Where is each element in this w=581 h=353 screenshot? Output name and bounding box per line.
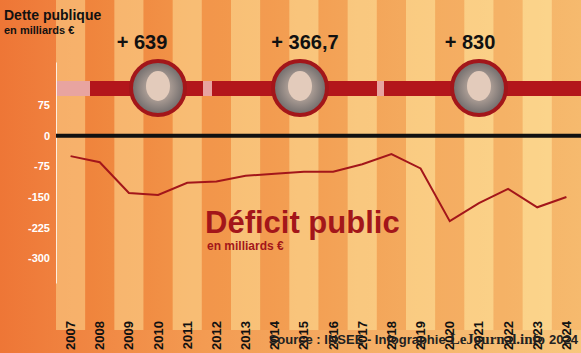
year-stripe bbox=[231, 0, 260, 330]
year-stripe bbox=[494, 0, 523, 330]
zero-line bbox=[56, 134, 581, 138]
debt-increases: + 639 + 366,7 + 830 bbox=[117, 31, 506, 115]
y-tick: -150 bbox=[28, 191, 56, 203]
x-tick-label: 2011 bbox=[180, 321, 195, 349]
y-tick: 75 bbox=[38, 99, 56, 111]
portrait-face bbox=[288, 71, 312, 101]
x-tick-label: 2008 bbox=[92, 321, 107, 350]
title: Déficit public bbox=[205, 205, 400, 240]
year-stripe bbox=[406, 0, 435, 330]
x-tick: 2007 bbox=[63, 283, 78, 350]
y-tick: -75 bbox=[34, 160, 56, 172]
portrait bbox=[273, 61, 327, 115]
background bbox=[0, 0, 581, 353]
year-stripe bbox=[173, 0, 202, 330]
debt-subtitle: en milliards € bbox=[4, 24, 74, 36]
year-stripe bbox=[523, 0, 552, 330]
y-tick-label: -300 bbox=[28, 252, 50, 264]
source: Source : INSEE - Infographie LeJournal.in… bbox=[269, 331, 579, 347]
y-tick-label: -150 bbox=[28, 191, 50, 203]
x-tick-label: 2009 bbox=[121, 321, 136, 350]
year-stripe bbox=[56, 0, 85, 330]
x-tick: 2009 bbox=[121, 283, 136, 350]
y-tick-label: 0 bbox=[44, 130, 50, 142]
x-tick-label: 2010 bbox=[151, 321, 166, 350]
year-stripe bbox=[85, 0, 114, 330]
x-tick: 2010 bbox=[151, 283, 166, 350]
y-tick: -225 bbox=[28, 222, 56, 234]
x-tick-label: 2013 bbox=[238, 321, 253, 350]
year-stripe bbox=[202, 0, 231, 330]
source-part: 2024 bbox=[549, 332, 579, 347]
x-tick-label: 2012 bbox=[209, 321, 224, 350]
debt-title: Dette publique bbox=[4, 7, 101, 23]
y-axis: 75 0 -75 -150 -225 -300 bbox=[28, 63, 57, 284]
chart: + 639+ 366,7+ 830Dette publiqueen millia… bbox=[0, 0, 581, 353]
y-tick-label: 75 bbox=[38, 99, 50, 111]
portrait bbox=[131, 61, 185, 115]
source-part: Source : INSEE - Infographie bbox=[269, 332, 446, 347]
y-tick-label: -225 bbox=[28, 222, 50, 234]
portrait-circle bbox=[273, 61, 327, 115]
y-tick: 0 bbox=[44, 130, 56, 142]
x-tick: 2011 bbox=[180, 283, 195, 349]
year-stripe bbox=[552, 0, 581, 330]
y-tick: -300 bbox=[28, 252, 56, 264]
portrait-face bbox=[467, 71, 491, 101]
debt-label: + 366,7 bbox=[271, 31, 338, 53]
stripes bbox=[56, 0, 581, 330]
y-tick-label: -75 bbox=[34, 160, 50, 172]
x-tick: 2008 bbox=[92, 283, 107, 350]
x-tick-label: 2007 bbox=[63, 321, 78, 350]
year-stripe bbox=[377, 0, 406, 330]
x-tick: 2013 bbox=[238, 283, 253, 350]
source-part: LeJournal.info bbox=[450, 331, 545, 347]
y-axis-line bbox=[56, 63, 57, 284]
portrait-circle bbox=[131, 61, 185, 115]
portrait-face bbox=[146, 71, 170, 101]
portrait bbox=[452, 61, 506, 115]
debt-label: + 639 bbox=[117, 31, 168, 53]
x-axis-line bbox=[57, 283, 581, 284]
subtitle: en milliards € bbox=[207, 239, 284, 253]
x-tick: 2012 bbox=[209, 283, 224, 350]
debt-label: + 830 bbox=[445, 31, 496, 53]
portrait-circle bbox=[452, 61, 506, 115]
x-axis: 2007200820092010201120122013201420152016… bbox=[57, 283, 581, 350]
